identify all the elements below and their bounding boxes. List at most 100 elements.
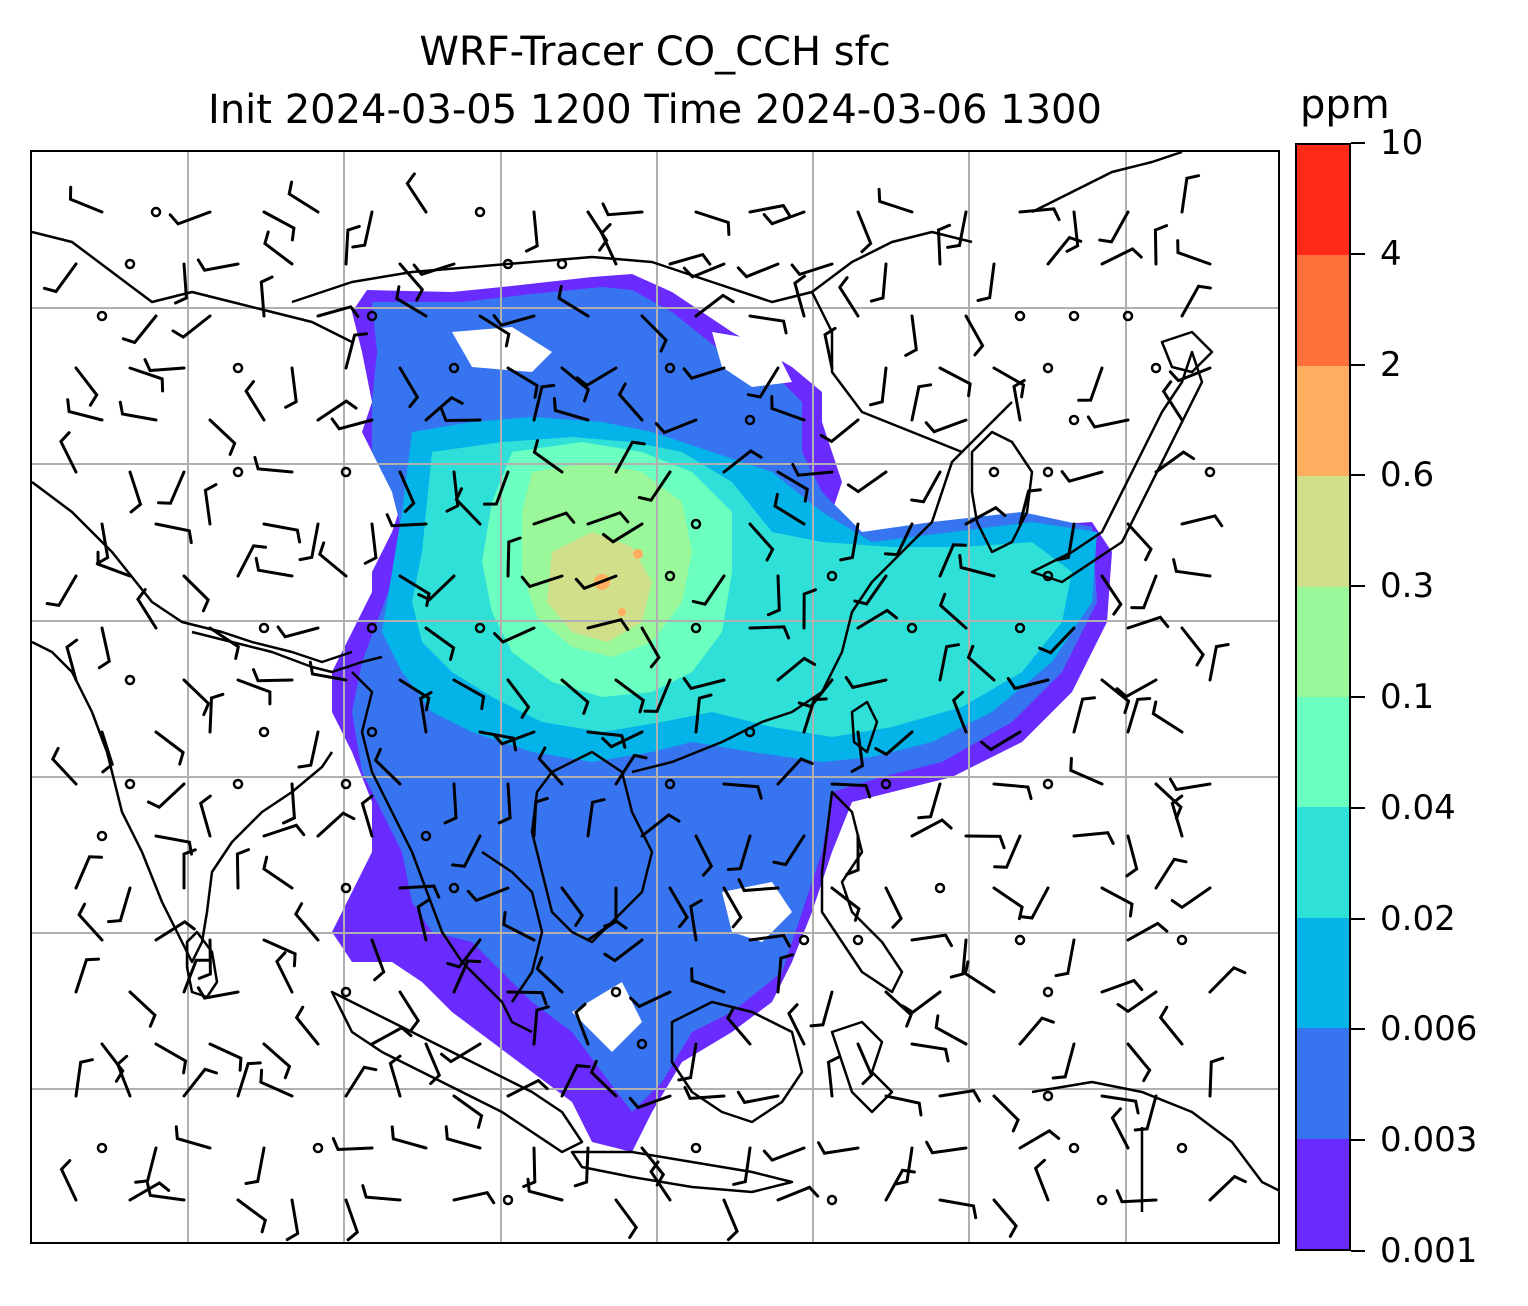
- wind-barb: [614, 440, 646, 474]
- wind-barb: [388, 1054, 402, 1098]
- wind-barb: [253, 455, 294, 474]
- wind-barb: [552, 397, 590, 422]
- wind-barb: [390, 1125, 428, 1150]
- wind-barb: [136, 588, 158, 630]
- wind-barb: [405, 172, 428, 214]
- wind-barb: [856, 210, 873, 254]
- wind-barb: [182, 678, 211, 717]
- wind-barb: [1180, 174, 1201, 214]
- wind-barb: [726, 1006, 752, 1046]
- colorbar-segment: [1297, 365, 1349, 477]
- wind-barb: [373, 747, 402, 786]
- calm-wind-marker: [232, 466, 244, 478]
- wind-barb: [958, 554, 996, 578]
- wind-barb: [748, 314, 788, 335]
- coastline-russia-east: [1031, 152, 1183, 214]
- wind-barb: [532, 1005, 550, 1046]
- wind-barb: [1100, 678, 1131, 715]
- calm-wind-marker: [420, 830, 432, 842]
- wind-barb: [74, 855, 103, 890]
- wind-barb: [1046, 235, 1083, 266]
- wind-barb: [802, 588, 817, 630]
- wind-barb: [154, 522, 193, 545]
- coastline-borneo: [670, 1000, 804, 1124]
- wind-barb: [766, 574, 781, 617]
- map-title-line1: WRF-Tracer CO_CCH sfc: [419, 29, 891, 75]
- wind-barb: [830, 782, 872, 799]
- calm-wind-marker: [1096, 1194, 1108, 1206]
- wind-barb: [776, 1185, 820, 1202]
- wind-barb: [586, 730, 627, 749]
- wind-barb: [732, 1146, 752, 1186]
- calm-wind-marker: [258, 622, 270, 634]
- calm-wind-marker: [1042, 778, 1054, 790]
- wind-barb: [1038, 626, 1076, 655]
- wind-barb: [601, 730, 644, 749]
- coastline-taiwan: [850, 700, 879, 754]
- wind-barb: [979, 730, 1022, 752]
- calm-wind-marker: [448, 882, 460, 894]
- border-mongolia: [291, 230, 973, 304]
- wind-barb: [398, 574, 431, 607]
- wind-barb: [236, 1061, 262, 1098]
- wind-barb: [736, 262, 780, 279]
- wind-barb: [520, 574, 564, 589]
- wind-barb: [668, 886, 689, 929]
- colorbar-tick-label: 0.3: [1380, 566, 1435, 607]
- colorbar-tick: [1351, 806, 1365, 809]
- wind-barbs: [42, 172, 1247, 1242]
- wind-barb: [884, 990, 913, 1028]
- colorbar-segment: [1297, 255, 1349, 366]
- wind-barb: [440, 1042, 482, 1064]
- colorbar-tick: [1351, 696, 1365, 698]
- wind-barb: [830, 886, 861, 922]
- wind-barb: [1060, 470, 1104, 483]
- wind-barb: [493, 626, 536, 644]
- wind-barb: [182, 848, 197, 890]
- wind-barb: [893, 1146, 914, 1186]
- wind-barb: [262, 522, 302, 544]
- wind-barb: [649, 1160, 672, 1202]
- wind-barb: [1168, 777, 1212, 792]
- wind-barb: [370, 1025, 413, 1046]
- colorbar-tick-label: 0.02: [1380, 898, 1456, 939]
- colorbar-tick-label: 4: [1380, 233, 1402, 274]
- wind-barb: [575, 366, 618, 388]
- wind-barb: [691, 574, 726, 606]
- wind-barb: [726, 834, 752, 871]
- calm-wind-marker: [502, 1194, 514, 1206]
- wind-barb: [856, 608, 899, 630]
- wind-barb: [1154, 857, 1188, 890]
- calm-wind-marker: [664, 362, 676, 374]
- wind-barb: [560, 678, 590, 715]
- wind-barb: [772, 834, 806, 867]
- calm-wind-marker: [1042, 986, 1054, 998]
- wind-barb: [100, 730, 114, 774]
- wind-barb: [614, 753, 648, 786]
- wind-barb: [74, 1058, 94, 1098]
- wind-barb: [992, 366, 1026, 399]
- colorbar-tick: [1351, 1250, 1365, 1252]
- wind-barb: [1055, 522, 1076, 562]
- wind-barb: [259, 1068, 294, 1098]
- wind-barb: [100, 1042, 125, 1083]
- wind-barb: [586, 798, 606, 838]
- calm-wind-marker: [124, 258, 136, 270]
- wind-barb: [492, 314, 536, 327]
- colorbar-tick-label: 0.04: [1380, 787, 1456, 828]
- wind-barb: [640, 314, 668, 353]
- wind-barb: [1208, 1174, 1247, 1202]
- wind-barb: [398, 990, 421, 1032]
- wind-barb: [118, 400, 158, 422]
- wind-barb: [856, 1042, 874, 1086]
- wind-barb: [1100, 978, 1144, 994]
- wind-barb: [452, 1191, 496, 1205]
- calm-wind-marker: [636, 1038, 648, 1050]
- wind-barb: [282, 782, 296, 825]
- wind-barb: [1161, 380, 1184, 422]
- wind-barb: [276, 625, 320, 639]
- wind-barb: [506, 536, 522, 578]
- calm-wind-marker: [340, 466, 352, 478]
- wind-barb: [722, 782, 763, 800]
- wind-barb: [1069, 756, 1104, 786]
